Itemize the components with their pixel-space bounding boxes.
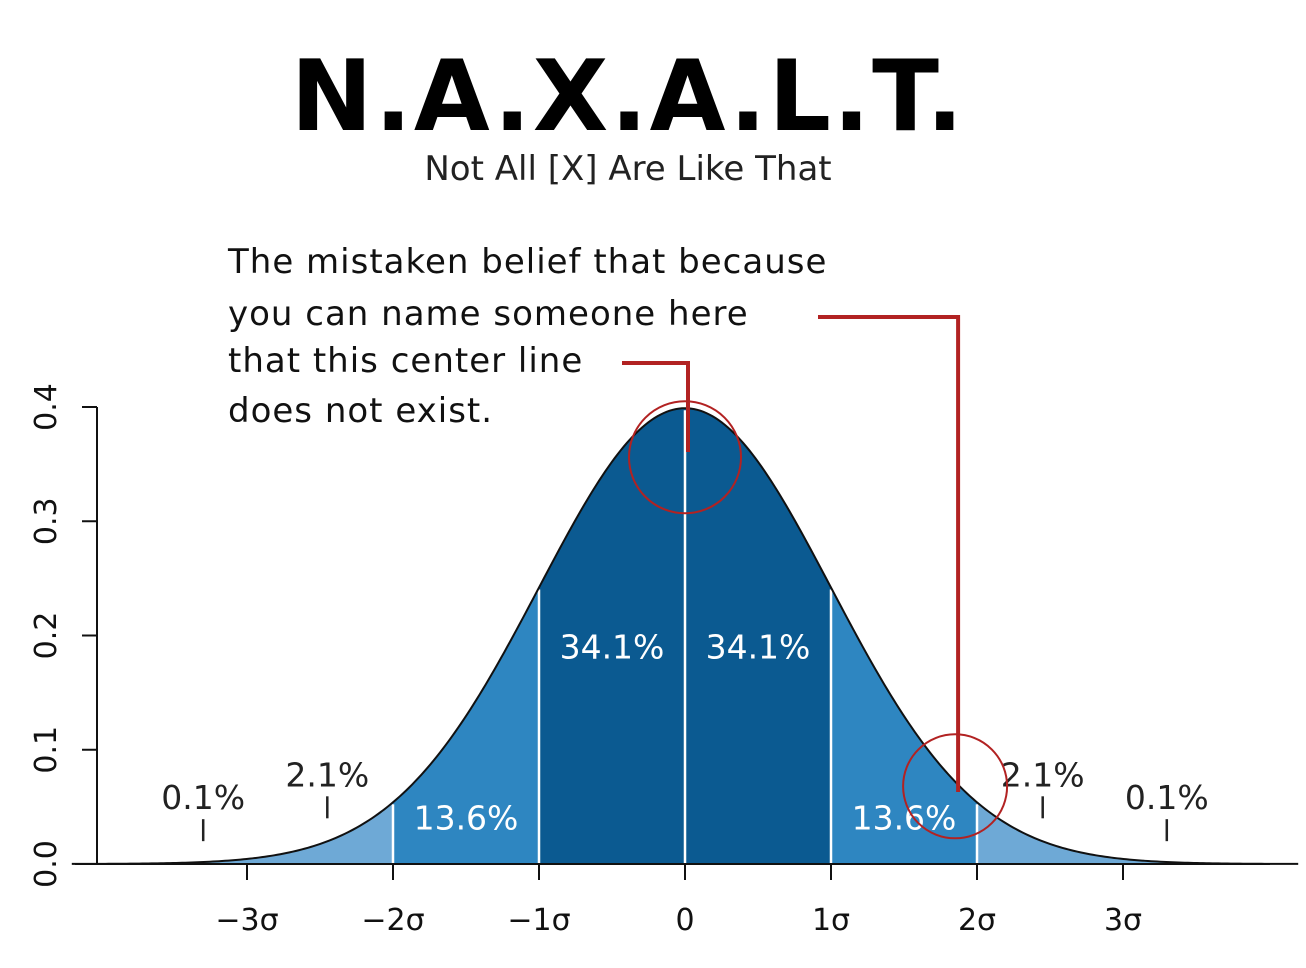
x-tick-label-1: −2σ [361, 903, 424, 938]
percent-labels: 0.1% 2.1% 13.6% 34.1% 34.1% 13.6% 2.1% 0.1% [161, 627, 1209, 842]
x-tick-label-3: 0 [675, 903, 694, 938]
annotation-line-1: The mistaken belief that because [227, 242, 827, 282]
x-ticks: −3σ −2σ −1σ 0 1σ 2σ 3σ [215, 864, 1142, 938]
y-tick-label-2: 0.2 [29, 612, 64, 660]
center-highlight-circle [628, 400, 742, 515]
tail-callout-line [818, 315, 961, 792]
x-tick-label-0: −3σ [215, 903, 278, 938]
percent-label-6: 2.1% [1001, 755, 1085, 794]
percent-label-4: 34.1% [706, 627, 811, 666]
annotation-line-2: you can name someone here [228, 294, 749, 334]
bell-curve-outline [71, 407, 1299, 865]
center-callout-line [622, 361, 690, 452]
percent-label-0: 0.1% [161, 778, 245, 817]
percent-label-2: 13.6% [414, 799, 519, 838]
y-ticks: 0.0 0.1 0.2 0.3 0.4 [29, 383, 97, 888]
x-tick-label-4: 1σ [812, 903, 850, 938]
region-2 [539, 408, 685, 864]
percent-label-5: 13.6% [852, 799, 957, 838]
region-3 [685, 408, 831, 864]
y-tick-label-0: 0.0 [29, 840, 64, 888]
percent-label-1: 2.1% [285, 755, 369, 794]
y-tick-label-4: 0.4 [29, 383, 64, 431]
percent-label-3: 34.1% [560, 627, 665, 666]
annotation: The mistaken belief that because you can… [227, 242, 1009, 840]
annotation-line-3: that this center line [228, 341, 583, 381]
annotation-line-4: does not exist. [228, 391, 493, 431]
tail-highlight-circle [902, 733, 1009, 840]
chart-subtitle: Not All [X] Are Like That [424, 149, 831, 189]
chart-title: N.A.X.A.L.T. [291, 40, 966, 154]
x-tick-label-6: 3σ [1104, 903, 1142, 938]
x-tick-label-5: 2σ [958, 903, 996, 938]
percent-label-7: 0.1% [1125, 778, 1209, 817]
region-0 [71, 802, 394, 864]
x-tick-label-2: −1σ [507, 903, 570, 938]
y-tick-label-1: 0.1 [29, 726, 64, 774]
y-tick-label-3: 0.3 [29, 497, 64, 545]
region-5 [977, 802, 1299, 864]
